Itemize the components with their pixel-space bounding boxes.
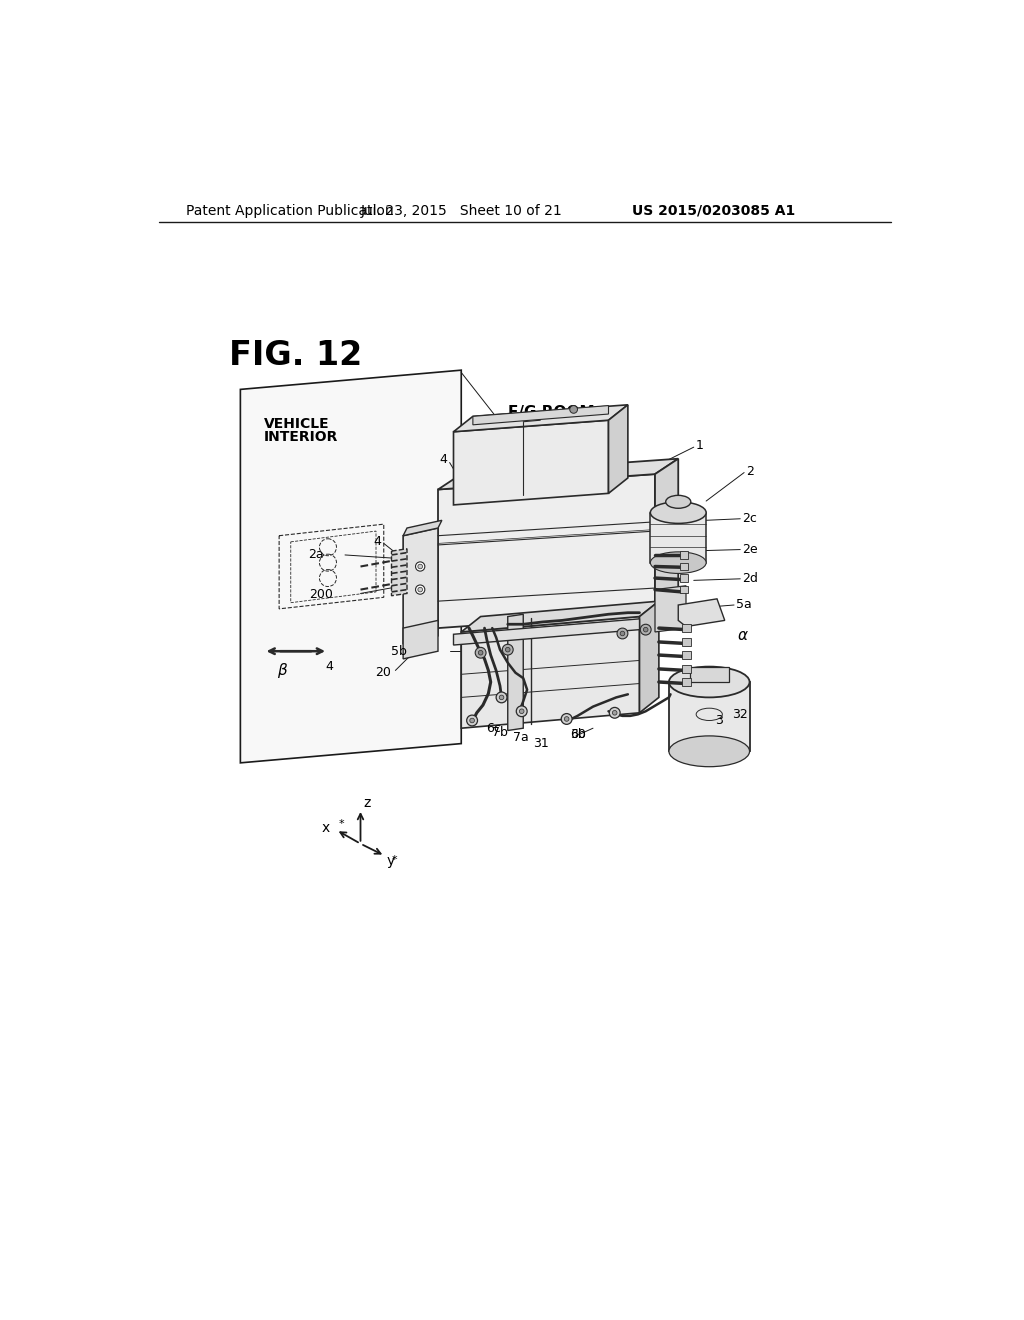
Text: y: y — [387, 854, 395, 867]
Polygon shape — [650, 512, 707, 562]
Bar — [682, 678, 691, 686]
Text: 30: 30 — [569, 727, 586, 741]
Text: 6b: 6b — [569, 727, 586, 741]
Text: x: x — [322, 821, 330, 836]
Text: $\beta$: $\beta$ — [276, 661, 288, 680]
Polygon shape — [608, 405, 628, 494]
Bar — [682, 651, 691, 659]
Circle shape — [418, 564, 423, 569]
Text: 200: 200 — [309, 589, 334, 602]
Bar — [680, 574, 687, 582]
Text: 2d: 2d — [741, 573, 758, 585]
Circle shape — [470, 718, 474, 723]
Bar — [682, 638, 691, 645]
Polygon shape — [454, 405, 628, 432]
Circle shape — [516, 706, 527, 717]
Polygon shape — [403, 620, 438, 659]
Circle shape — [478, 651, 483, 655]
Text: *: * — [339, 820, 344, 829]
Circle shape — [640, 624, 651, 635]
Text: 7b: 7b — [493, 726, 508, 739]
Circle shape — [503, 644, 513, 655]
Polygon shape — [655, 586, 686, 632]
Polygon shape — [403, 528, 438, 644]
Text: 31: 31 — [534, 737, 549, 750]
Polygon shape — [241, 370, 461, 763]
Polygon shape — [473, 405, 608, 425]
Text: $\alpha$: $\alpha$ — [737, 628, 749, 643]
Circle shape — [496, 692, 507, 702]
Circle shape — [617, 628, 628, 639]
Text: 6c: 6c — [486, 722, 501, 735]
Text: INTERIOR: INTERIOR — [263, 430, 338, 444]
Bar — [682, 665, 691, 673]
Text: 20: 20 — [376, 667, 391, 680]
Text: 7a: 7a — [513, 731, 529, 744]
Polygon shape — [640, 601, 658, 713]
Polygon shape — [454, 619, 640, 645]
Polygon shape — [461, 601, 658, 632]
Text: 2c: 2c — [741, 512, 757, 525]
Bar — [680, 586, 687, 594]
Ellipse shape — [666, 495, 691, 508]
Text: Jul. 23, 2015   Sheet 10 of 21: Jul. 23, 2015 Sheet 10 of 21 — [360, 203, 562, 218]
Text: 3: 3 — [715, 714, 723, 727]
Bar — [682, 624, 691, 632]
Text: VEHICLE: VEHICLE — [263, 417, 330, 432]
Text: 2: 2 — [745, 465, 754, 478]
Circle shape — [621, 631, 625, 636]
Polygon shape — [508, 614, 523, 730]
Text: 2e: 2e — [741, 543, 758, 556]
Polygon shape — [391, 549, 407, 595]
Circle shape — [609, 708, 621, 718]
Circle shape — [643, 627, 648, 632]
Circle shape — [564, 717, 569, 721]
Circle shape — [561, 714, 572, 725]
Text: E/G ROOM: E/G ROOM — [508, 405, 594, 420]
Polygon shape — [655, 459, 678, 612]
Circle shape — [467, 715, 477, 726]
Text: 2a: 2a — [308, 548, 324, 561]
Circle shape — [416, 585, 425, 594]
Text: 1: 1 — [696, 440, 703, 453]
Text: FIG. 12: FIG. 12 — [228, 339, 362, 372]
Text: 4: 4 — [374, 536, 381, 548]
Ellipse shape — [650, 502, 707, 523]
Polygon shape — [403, 520, 442, 536]
Bar — [680, 552, 687, 558]
Text: 8: 8 — [510, 426, 518, 440]
Text: US 2015/0203085 A1: US 2015/0203085 A1 — [632, 203, 795, 218]
Polygon shape — [690, 667, 729, 682]
Circle shape — [506, 647, 510, 652]
Text: 4: 4 — [326, 660, 334, 673]
Polygon shape — [438, 474, 655, 628]
Circle shape — [475, 647, 486, 659]
Text: 5a: 5a — [735, 598, 752, 611]
Text: 4: 4 — [439, 453, 447, 466]
Text: 5b: 5b — [391, 644, 407, 657]
Text: z: z — [364, 796, 371, 810]
Polygon shape — [461, 616, 640, 729]
Ellipse shape — [669, 667, 750, 697]
Ellipse shape — [650, 552, 707, 573]
Circle shape — [500, 696, 504, 700]
Circle shape — [418, 587, 423, 591]
Text: *: * — [392, 855, 397, 865]
Polygon shape — [669, 682, 750, 751]
Text: 32: 32 — [732, 708, 749, 721]
Bar — [680, 562, 687, 570]
Polygon shape — [454, 420, 608, 506]
Text: Patent Application Publication: Patent Application Publication — [186, 203, 394, 218]
Circle shape — [519, 709, 524, 714]
Circle shape — [569, 405, 578, 413]
Polygon shape — [678, 599, 725, 627]
Ellipse shape — [669, 737, 750, 767]
Circle shape — [416, 562, 425, 572]
Polygon shape — [438, 459, 678, 490]
Circle shape — [612, 710, 617, 715]
